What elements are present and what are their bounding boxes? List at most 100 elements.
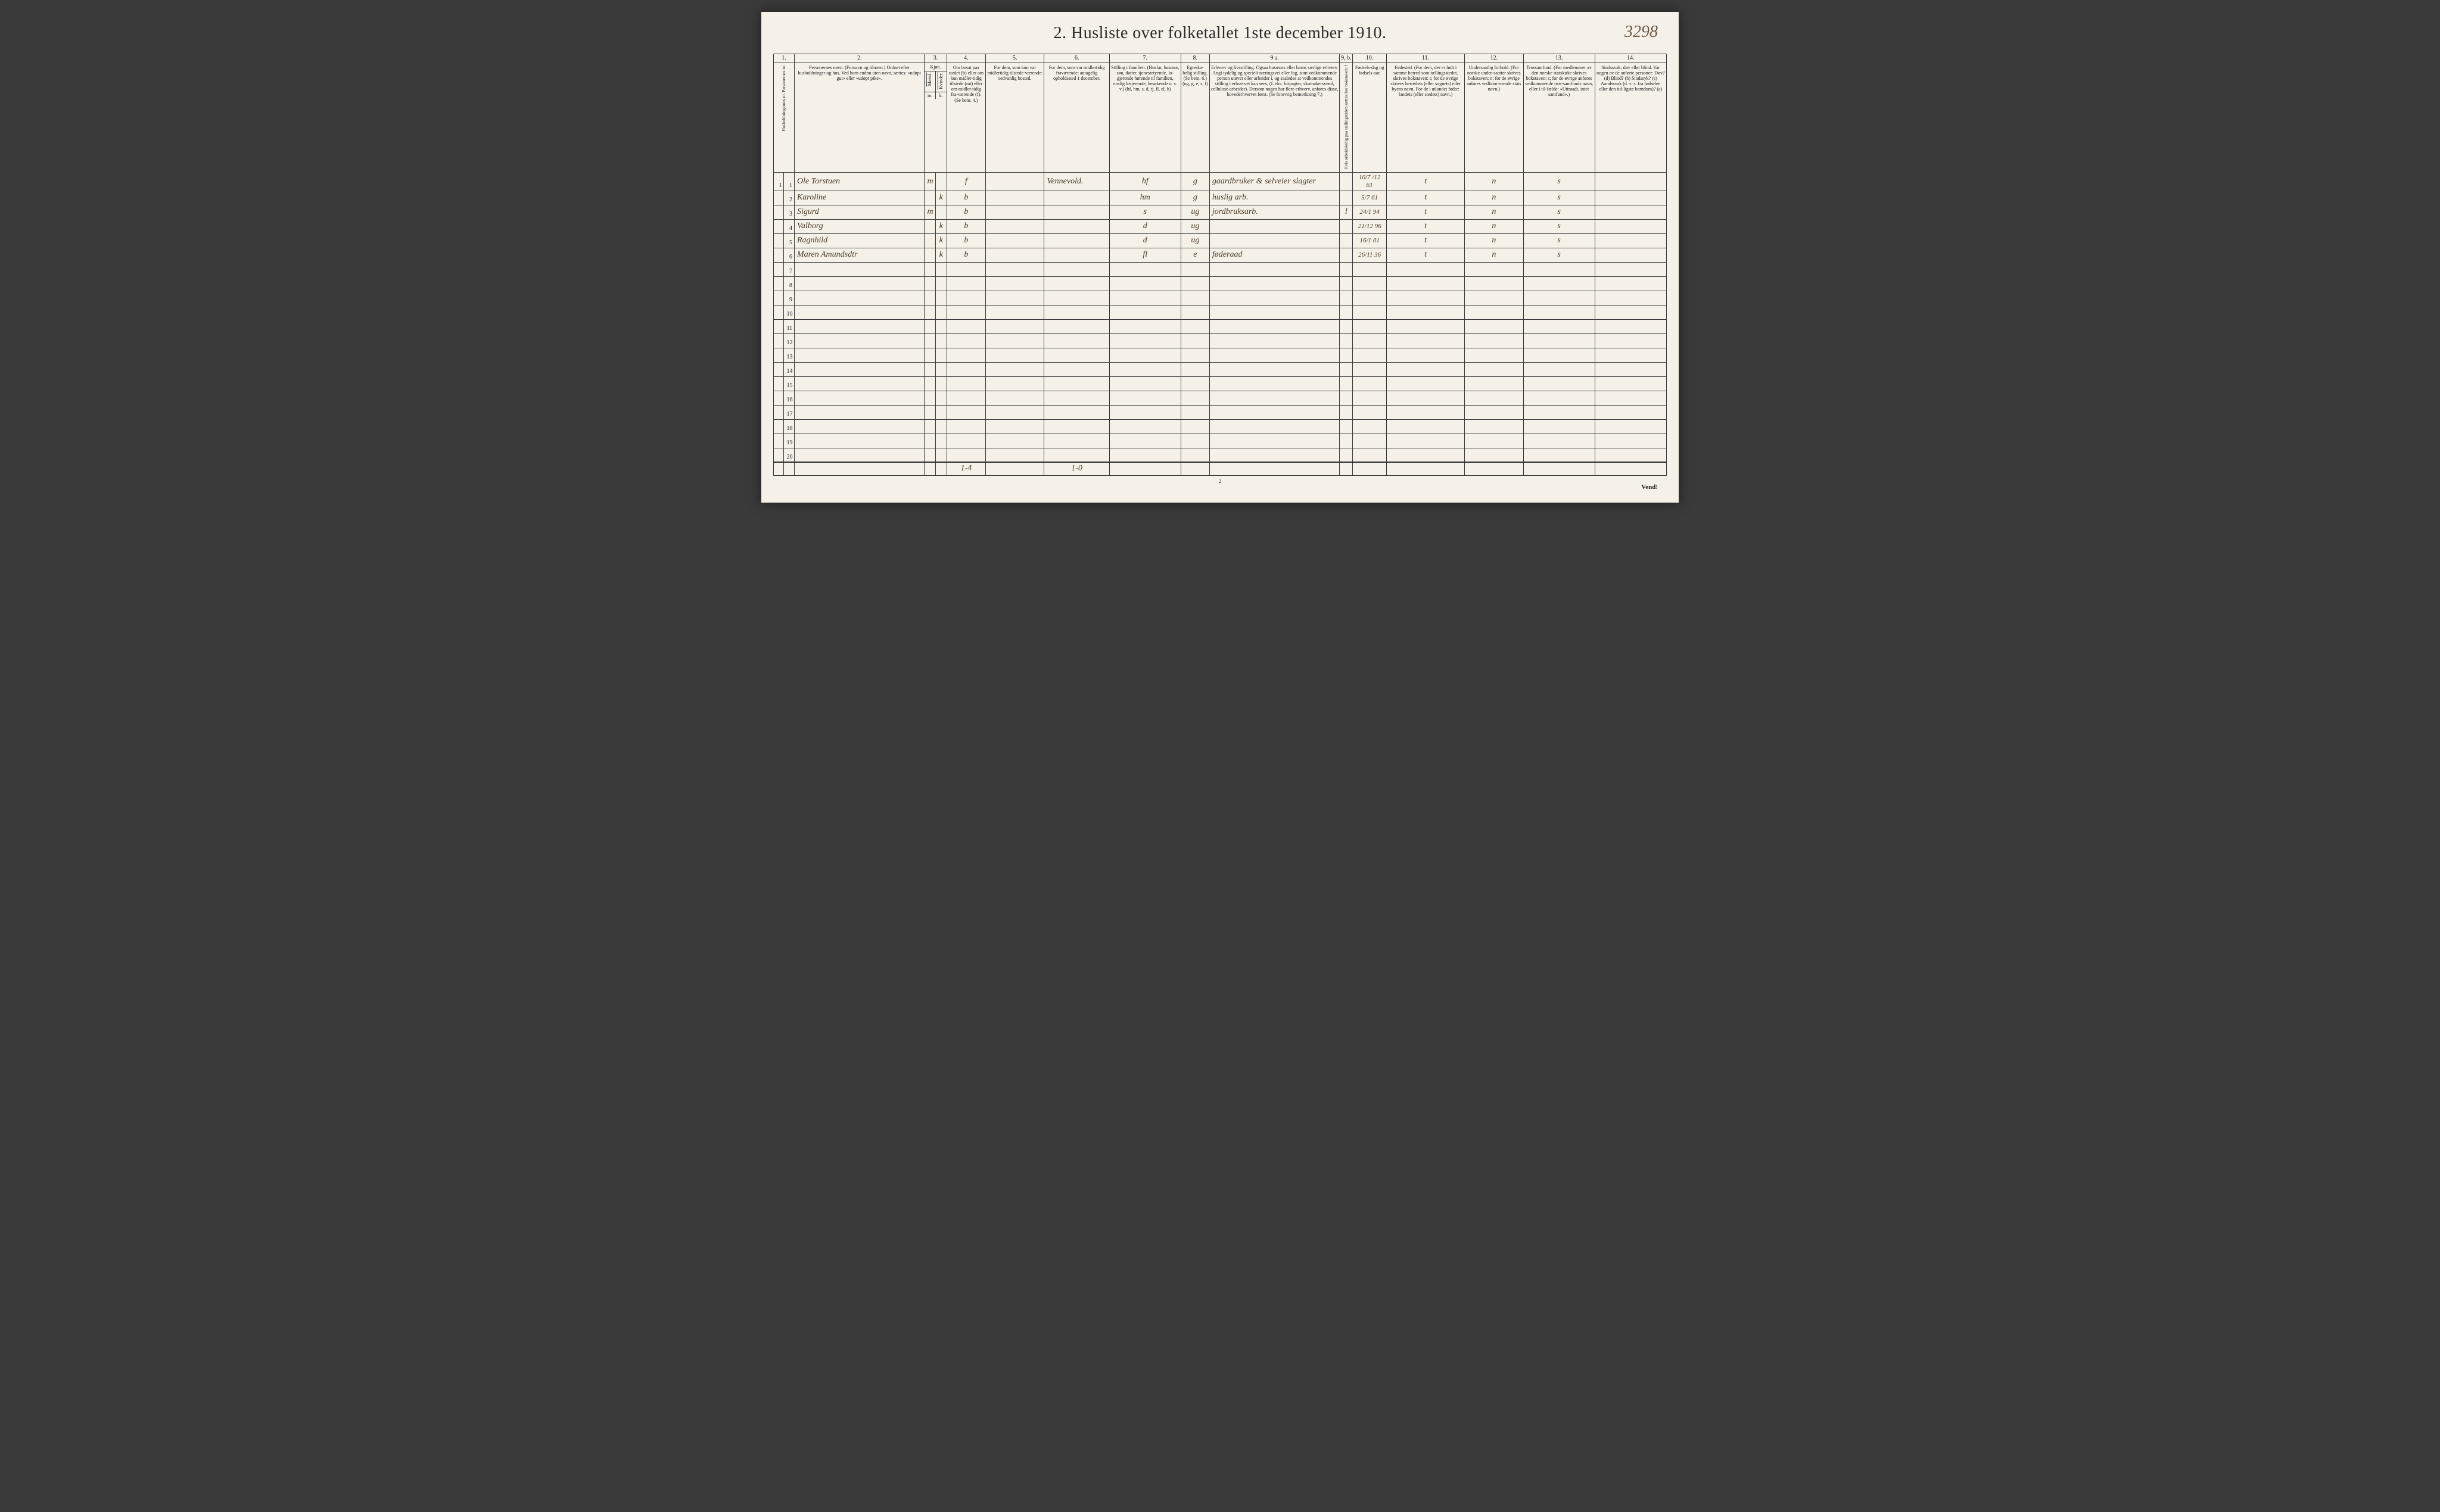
cell-blank [1387, 319, 1465, 333]
cell-blank [936, 276, 947, 291]
cell-blank [986, 348, 1044, 362]
cell-blank [1209, 305, 1340, 319]
cell-blank [1465, 348, 1523, 362]
cell-c5 [986, 233, 1044, 248]
cell-blank [1523, 362, 1595, 376]
cell-blank [986, 362, 1044, 376]
cell-blank [947, 434, 986, 448]
cell-blank [1340, 305, 1353, 319]
household-num [774, 233, 784, 248]
cell-c9b [1340, 248, 1353, 262]
cell-blank [1044, 333, 1109, 348]
cell-blank [1044, 419, 1109, 434]
cell-blank [947, 333, 986, 348]
cell-blank [947, 362, 986, 376]
colnum-6: 6. [1044, 54, 1109, 63]
cell-blank [1523, 434, 1595, 448]
cell-blank [936, 291, 947, 305]
cell-blank [936, 448, 947, 462]
cell-c10: 26/11 36 [1353, 248, 1387, 262]
cell-blank [1109, 448, 1181, 462]
cell-blank [1209, 319, 1340, 333]
cell-blank [794, 391, 925, 405]
cell-sex-k: k [936, 233, 947, 248]
cell-c12: n [1465, 173, 1523, 191]
cell-c13: s [1523, 248, 1595, 262]
cell-c8: g [1181, 173, 1209, 191]
cell-blank [794, 291, 925, 305]
cell-blank [1595, 276, 1666, 291]
cell-blank [794, 348, 925, 362]
cell-blank [1044, 405, 1109, 419]
cell-blank [925, 362, 936, 376]
cell-blank [1523, 262, 1595, 276]
cell-c8: g [1181, 191, 1209, 205]
household-num [774, 319, 784, 333]
cell-blank [794, 333, 925, 348]
cell-blank [986, 376, 1044, 391]
cell-blank [1595, 319, 1666, 333]
cell-c14 [1595, 219, 1666, 233]
cell-blank [1109, 276, 1181, 291]
footer-tally-row: 1-41-0 [774, 462, 1667, 475]
colnum-1: 1. [774, 54, 795, 63]
cell-c12: n [1465, 233, 1523, 248]
cell-c6: Vennevold. [1044, 173, 1109, 191]
cell-blank [1387, 376, 1465, 391]
cell-blank [1595, 291, 1666, 305]
cell-blank [1340, 319, 1353, 333]
table-row-blank: 16 [774, 391, 1667, 405]
cell-blank [936, 434, 947, 448]
cell-blank [986, 405, 1044, 419]
cell-blank [1109, 305, 1181, 319]
cell-blank [1387, 276, 1465, 291]
cell-blank [1595, 391, 1666, 405]
cell-sex-m: m [925, 173, 936, 191]
cell-blank [1109, 348, 1181, 362]
cell-blank [925, 376, 936, 391]
household-num [774, 291, 784, 305]
cell-c9a: huslig arb. [1209, 191, 1340, 205]
cell-blank [1465, 262, 1523, 276]
person-num: 13 [784, 348, 794, 362]
cell-c11: t [1387, 219, 1465, 233]
cell-sex-m [925, 219, 936, 233]
header-6: For dem, som var midlertidig fraværende:… [1044, 63, 1109, 173]
header-3a: Mænd. [926, 72, 933, 86]
cell-blank [947, 348, 986, 362]
cell-c10: 5/7 61 [1353, 191, 1387, 205]
colnum-11: 11. [1387, 54, 1465, 63]
column-number-row: 1. 2. 3. 4. 5. 6. 7. 8. 9 a. 9, b. 10. 1… [774, 54, 1667, 63]
cell-blank [1387, 291, 1465, 305]
cell-blank [1209, 276, 1340, 291]
cell-blank [1387, 391, 1465, 405]
header-12: Undersaatlig forhold. (For norske under-… [1465, 63, 1523, 173]
cell-c5 [986, 248, 1044, 262]
cell-c8: ug [1181, 205, 1209, 219]
cell-blank [1387, 419, 1465, 434]
cell-blank [1353, 319, 1387, 333]
household-num [774, 348, 784, 362]
cell-blank [936, 362, 947, 376]
household-num [774, 333, 784, 348]
cell-blank [1387, 305, 1465, 319]
cell-blank [1465, 391, 1523, 405]
cell-blank [986, 305, 1044, 319]
cell-blank [1044, 376, 1109, 391]
cell-blank [1209, 419, 1340, 434]
table-row-blank: 18 [774, 419, 1667, 434]
cell-blank [1109, 262, 1181, 276]
cell-blank [1523, 319, 1595, 333]
cell-blank [1523, 291, 1595, 305]
cell-blank [1465, 419, 1523, 434]
cell-blank [794, 434, 925, 448]
cell-c7: s [1109, 205, 1181, 219]
cell-c9a [1209, 233, 1340, 248]
cell-bf: b [947, 233, 986, 248]
cell-c9b: l [1340, 205, 1353, 219]
table-body: 11Ole TorstuenmfVennevold.hfggaardbruker… [774, 173, 1667, 475]
cell-blank [936, 348, 947, 362]
cell-blank [1523, 376, 1595, 391]
table-row-blank: 15 [774, 376, 1667, 391]
header-row: Husholdningernes nr. Personernes nr. Per… [774, 63, 1667, 173]
